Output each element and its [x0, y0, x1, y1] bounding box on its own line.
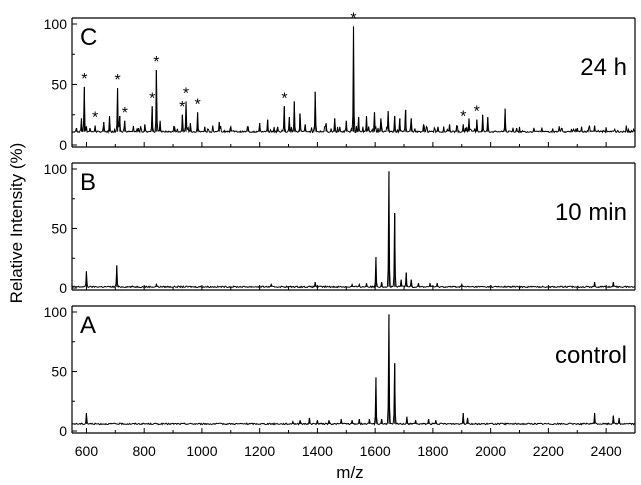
peak-asterisk: * — [194, 96, 200, 113]
peak-asterisk: * — [115, 72, 121, 89]
y-tick-label: 0 — [59, 280, 67, 296]
peak-asterisk: * — [474, 104, 480, 121]
y-tick-label: 50 — [51, 364, 67, 380]
panel-letter: C — [80, 24, 97, 51]
panel-letter: A — [80, 312, 96, 339]
spectrum-trace — [71, 171, 636, 289]
spectrum-trace — [71, 314, 636, 426]
peak-asterisk: * — [281, 90, 287, 107]
x-tick-label: 2000 — [475, 443, 506, 459]
panel-condition-label: 24 h — [580, 54, 627, 81]
peak-asterisk: * — [81, 71, 87, 88]
y-tick-label: 100 — [44, 304, 68, 320]
peak-asterisk: * — [92, 110, 98, 127]
y-tick-label: 0 — [59, 137, 67, 153]
x-tick-label: 2400 — [591, 443, 622, 459]
y-axis-label: Relative Intensity (%) — [7, 143, 26, 304]
y-tick-label: 0 — [59, 423, 67, 439]
panel-condition-label: 10 min — [555, 199, 627, 226]
y-tick-label: 50 — [51, 221, 67, 237]
x-tick-label: 1000 — [186, 443, 217, 459]
panel-b: 0 50 100 B 10 min — [44, 161, 636, 296]
peak-asterisk: * — [179, 99, 185, 116]
x-tick-label: 800 — [132, 443, 156, 459]
y-tick-label: 50 — [51, 77, 67, 93]
x-tick-label: 1200 — [244, 443, 275, 459]
x-tick-label: 2200 — [533, 443, 564, 459]
peak-asterisk: * — [460, 108, 466, 125]
panel-condition-label: control — [555, 342, 627, 369]
x-tick-label: 1400 — [302, 443, 333, 459]
peak-asterisk: * — [149, 90, 155, 107]
peak-asterisk: * — [122, 105, 128, 122]
spectrum-trace — [71, 26, 636, 134]
x-tick-label: 600 — [75, 443, 99, 459]
x-tick-label: 1800 — [417, 443, 448, 459]
peak-asterisk: * — [153, 54, 159, 71]
panel-letter: B — [80, 169, 96, 196]
y-tick-label: 100 — [44, 16, 68, 32]
y-tick-label: 100 — [44, 161, 68, 177]
peak-asterisk: * — [183, 85, 189, 102]
x-axis-label: m/z — [336, 463, 363, 482]
x-tick-label: 1600 — [360, 443, 391, 459]
peak-asterisk: * — [350, 10, 356, 27]
